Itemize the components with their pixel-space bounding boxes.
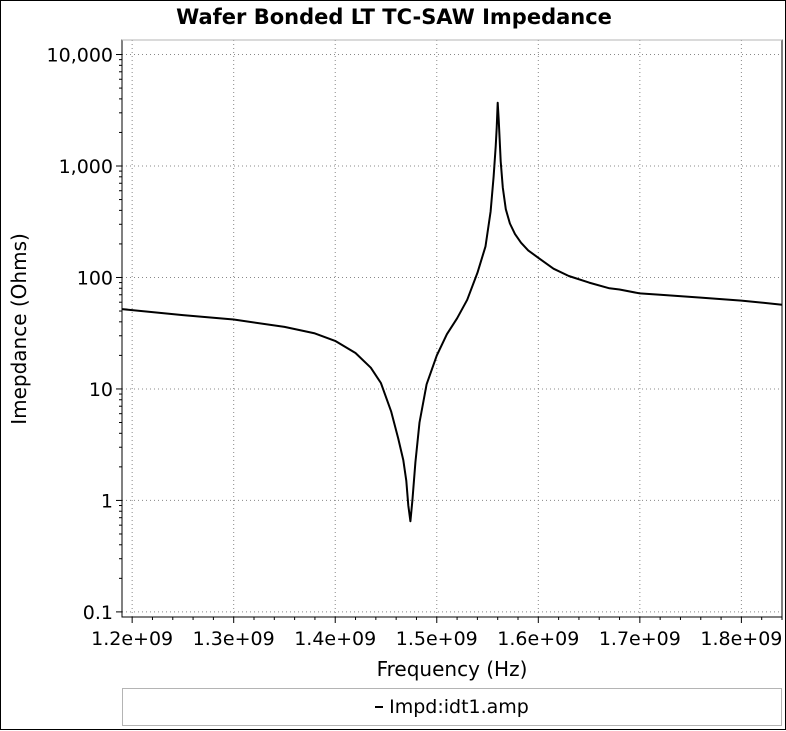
x-tick-label: 1.6e+09 xyxy=(497,628,579,650)
y-tick-label: 1 xyxy=(101,490,113,512)
x-tick-label: 1.5e+09 xyxy=(396,628,478,650)
grid-layer xyxy=(122,40,782,617)
legend-swatch xyxy=(375,706,384,708)
y-tick-label: 10 xyxy=(89,379,113,401)
x-tick-label: 1.7e+09 xyxy=(599,628,681,650)
y-tick-label: 10,000 xyxy=(47,45,113,67)
y-tick-label: 1,000 xyxy=(59,156,113,178)
x-axis-title: Frequency (Hz) xyxy=(377,657,528,681)
x-tick-label: 1.3e+09 xyxy=(193,628,275,650)
minor-tick-layer xyxy=(119,59,783,620)
x-tick-label: 1.4e+09 xyxy=(294,628,376,650)
chart-title: Wafer Bonded LT TC-SAW Impedance xyxy=(176,5,612,29)
x-tick-label: 1.2e+09 xyxy=(91,628,173,650)
series-line-impd-idt1-amp xyxy=(121,101,783,523)
legend-entry-label: Impd:idt1.amp xyxy=(389,696,529,718)
label-layer: 1.2e+09 1.3e+09 1.4e+09 1.5e+09 1.6e+09 1.7e+… xyxy=(47,45,783,650)
plot-area xyxy=(121,39,783,618)
y-axis-title: Imepdance (Ohms) xyxy=(7,233,31,425)
y-tick-label: 100 xyxy=(77,267,113,289)
tick-layer xyxy=(116,54,742,623)
series-layer xyxy=(121,101,783,523)
legend: Impd:idt1.amp xyxy=(122,688,782,726)
y-tick-label: 0.1 xyxy=(83,602,113,624)
x-tick-label: 1.8e+09 xyxy=(700,628,782,650)
